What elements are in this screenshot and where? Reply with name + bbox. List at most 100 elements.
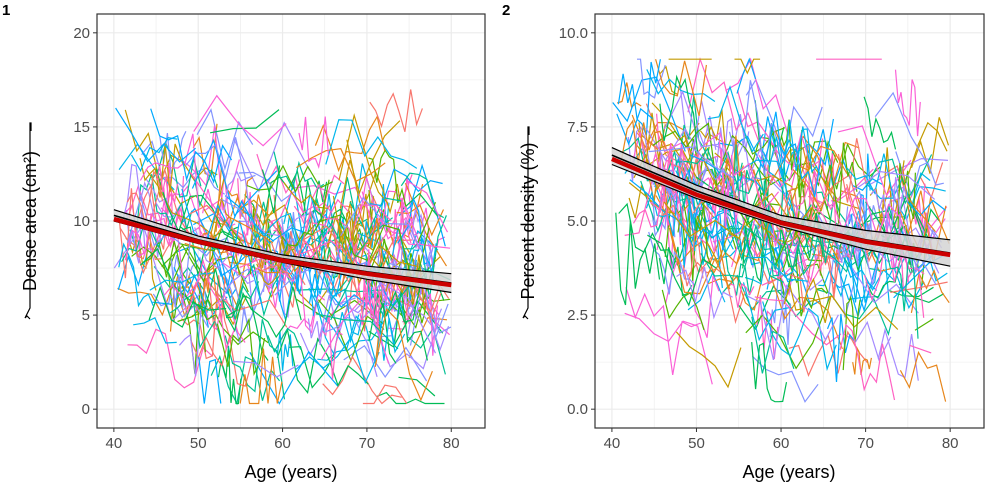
- trajectory-line: [617, 59, 661, 136]
- trajectory-line: [325, 119, 418, 169]
- fit-line: [611, 156, 951, 258]
- trajectory-line: [378, 299, 406, 361]
- trajectory-line: [115, 107, 196, 163]
- trajectory-line: [396, 204, 445, 237]
- trajectory-line: [149, 272, 214, 291]
- trajectory-line: [409, 279, 449, 346]
- trajectory-line: [814, 171, 863, 243]
- trajectory-line: [909, 344, 932, 354]
- trajectory-line: [338, 210, 361, 279]
- trajectory-line: [907, 197, 936, 233]
- x-axis-2: 40 50 60 70 80: [604, 428, 959, 452]
- trajectory-line: [783, 149, 859, 227]
- y-tick-label: 2.5: [567, 307, 588, 324]
- x-tick-label: 50: [190, 435, 207, 452]
- trajectory-line: [842, 295, 861, 371]
- trajectory-line: [751, 342, 788, 403]
- trajectory-line: [728, 80, 786, 176]
- trajectory-line: [169, 293, 216, 350]
- trajectory-line: [886, 249, 919, 339]
- trajectory-line: [354, 218, 427, 270]
- trajectory-line: [122, 163, 163, 258]
- y-tick-label: 7.5: [567, 119, 588, 136]
- trajectory-line: [829, 279, 878, 319]
- trajectory-line: [202, 174, 236, 228]
- trajectory-line: [870, 176, 909, 230]
- trajectory-line: [230, 196, 270, 269]
- trajectory-line: [678, 95, 714, 163]
- trajectory-line: [278, 179, 330, 272]
- trajectory-line: [225, 294, 269, 361]
- trajectory-line: [786, 222, 832, 276]
- trajectory-line: [676, 147, 770, 221]
- x-tick-label: 70: [857, 435, 874, 452]
- trajectory-line: [349, 197, 402, 236]
- trajectory-line: [762, 301, 837, 372]
- trajectory-line: [914, 318, 934, 331]
- trajectory-line: [239, 348, 283, 405]
- trajectory-line: [826, 313, 855, 382]
- trajectory-line: [910, 269, 950, 314]
- x-tick-label: 80: [443, 435, 460, 452]
- trajectory-line: [338, 218, 430, 290]
- trajectory-line: [408, 317, 448, 359]
- trajectory-line: [839, 323, 896, 401]
- trajectory-line: [718, 140, 753, 225]
- trajectory-line: [309, 222, 368, 292]
- trajectory-line: [736, 57, 757, 94]
- trajectory-line: [247, 251, 286, 315]
- trajectory-line: [362, 384, 408, 405]
- trajectory-line: [369, 89, 423, 132]
- y-tick-label: 0: [82, 401, 90, 418]
- trajectory-line: [400, 172, 445, 219]
- trajectory-line: [837, 125, 912, 197]
- trajectory-line: [133, 316, 177, 344]
- x-tick-label: 60: [274, 435, 291, 452]
- trajectory-line: [338, 112, 401, 181]
- band-lower-line: [611, 163, 951, 267]
- trajectory-line: [660, 204, 712, 274]
- trajectory-line: [762, 119, 810, 176]
- trajectory-line: [225, 286, 302, 339]
- trajectory-line: [894, 69, 921, 137]
- trajectory-line: [315, 313, 399, 350]
- trajectory-line: [853, 170, 936, 200]
- trajectory-line: [683, 224, 724, 249]
- trajectory-line: [376, 391, 445, 405]
- y-axis-2: 0.0 2.5 5.0 7.5 10.0: [559, 25, 595, 418]
- trajectory-line: [404, 215, 447, 299]
- band-upper-line: [611, 147, 951, 241]
- trajectory-line: [124, 109, 218, 184]
- trajectory-line: [181, 285, 216, 321]
- trajectory-line: [700, 108, 739, 185]
- confidence-band: [611, 147, 951, 267]
- trajectory-line: [762, 111, 822, 198]
- trajectory-line: [907, 199, 946, 217]
- trajectory-line: [339, 159, 389, 209]
- trajectory-line: [736, 90, 799, 169]
- y-tick-label: 5.0: [567, 213, 588, 230]
- trajectory-line: [908, 121, 948, 174]
- trajectory-line: [647, 234, 717, 307]
- trajectory-line: [658, 246, 693, 297]
- confidence-band-2: [611, 147, 951, 267]
- trajectory-line: [404, 206, 451, 249]
- trajectory-line: [405, 179, 449, 233]
- trajectory-line: [118, 242, 154, 308]
- trajectory-line: [648, 146, 736, 180]
- trajectory-line: [712, 230, 802, 258]
- trajectory-line: [663, 90, 720, 148]
- trajectory-line: [117, 247, 150, 290]
- trajectory-line: [298, 116, 330, 169]
- trajectory-line: [725, 57, 789, 137]
- trajectory-line: [707, 85, 764, 153]
- trajectory-line: [374, 307, 433, 402]
- x-tick-label: 40: [604, 435, 621, 452]
- trajectory-line: [346, 139, 413, 230]
- trajectory-line: [865, 257, 902, 299]
- panel-tag-1: 1: [2, 2, 10, 19]
- trajectory-line: [184, 216, 274, 251]
- trajectory-line: [394, 290, 428, 361]
- trajectory-line: [655, 195, 749, 275]
- trajectory-line: [621, 119, 666, 164]
